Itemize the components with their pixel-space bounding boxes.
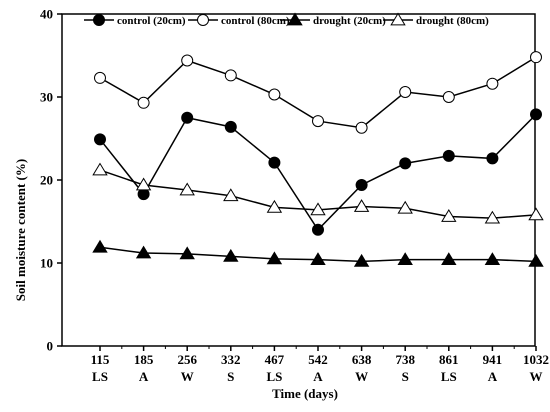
legend-item-2: control (80cm)	[188, 14, 290, 27]
x-tick-label: 115	[91, 352, 110, 367]
x-season-label: S	[402, 369, 409, 384]
data-point	[223, 188, 239, 202]
data-point	[310, 252, 326, 266]
data-point	[312, 115, 324, 128]
legend-item-1: control (20cm)	[84, 14, 186, 27]
data-point	[92, 239, 108, 253]
legend-marker	[93, 14, 105, 26]
data-point	[353, 253, 370, 267]
x-axis-label: Time (days)	[272, 386, 338, 401]
y-axis-label: Soil moisture content (%)	[13, 159, 28, 301]
data-point	[266, 251, 283, 265]
data-point	[353, 199, 370, 212]
series-4	[92, 162, 544, 224]
data-point	[397, 252, 413, 266]
data-point	[135, 177, 152, 191]
x-tick-label: 1032	[523, 352, 549, 367]
x-tick-label: 941	[483, 352, 503, 367]
x-season-label: LS	[266, 369, 282, 384]
data-point	[441, 252, 457, 266]
x-tick-label: 542	[308, 352, 328, 367]
legend-label: drought (20cm)	[313, 15, 386, 27]
data-point	[528, 253, 544, 267]
data-point	[179, 182, 195, 196]
data-point	[441, 209, 457, 222]
data-point	[94, 71, 106, 84]
data-point	[310, 202, 326, 216]
data-point	[94, 133, 106, 146]
data-point	[312, 223, 324, 236]
data-point	[224, 120, 237, 133]
data-point	[268, 156, 281, 169]
data-point	[397, 200, 413, 214]
legend-marker	[287, 12, 303, 26]
data-point	[486, 77, 499, 90]
series-layer	[92, 51, 544, 267]
axes: 0 10 20 30 40 115 LS 185 A 256 W 332 S 467 LS 542 A 638 W 7…	[40, 7, 549, 385]
data-point	[442, 91, 455, 103]
data-point	[399, 86, 412, 99]
legend-item-4: drought (80cm)	[383, 12, 489, 27]
legend-marker	[390, 12, 406, 26]
data-point	[181, 54, 194, 67]
data-point	[223, 248, 239, 262]
data-point	[179, 246, 195, 260]
data-point	[137, 96, 150, 109]
y-tick-label: 40	[40, 7, 53, 22]
y-tick-label: 0	[47, 339, 54, 354]
legend-item-3: drought (20cm)	[280, 12, 386, 27]
x-tick-label: 185	[134, 352, 154, 367]
x-tick-label: 738	[395, 352, 415, 367]
legend-label: control (80cm)	[221, 15, 290, 27]
data-point	[442, 149, 455, 162]
x-tick-label: 638	[352, 352, 372, 367]
data-point	[530, 51, 542, 64]
data-point	[355, 178, 368, 191]
data-point	[355, 121, 368, 134]
x-season-label: W	[355, 369, 368, 384]
data-point	[181, 111, 194, 124]
x-season-label: W	[530, 369, 543, 384]
y-tick-label: 30	[40, 90, 53, 105]
legend-label: drought (80cm)	[416, 15, 489, 27]
x-tick-label: 256	[177, 352, 197, 367]
x-tick-label: 861	[439, 352, 459, 367]
data-point	[135, 245, 152, 259]
x-tick-label: 332	[221, 352, 241, 367]
data-point	[486, 152, 499, 165]
x-season-label: S	[227, 369, 234, 384]
x-season-label: LS	[441, 369, 457, 384]
series-2	[94, 51, 542, 134]
x-season-label: W	[181, 369, 194, 384]
data-point	[224, 69, 237, 82]
y-tick-label: 10	[40, 256, 53, 271]
data-point	[528, 207, 544, 221]
x-season-label: A	[488, 369, 498, 384]
data-point	[484, 210, 501, 224]
data-point	[92, 162, 108, 176]
data-point	[484, 252, 501, 266]
series-1	[94, 108, 542, 236]
data-point	[399, 157, 412, 170]
y-tick-label: 20	[40, 173, 53, 188]
legend: control (20cm) control (80cm) drought (20c…	[84, 12, 489, 27]
legend-marker	[197, 14, 209, 26]
series-3	[92, 239, 544, 267]
x-season-label: A	[313, 369, 323, 384]
legend-label: control (20cm)	[117, 15, 186, 27]
data-point	[268, 88, 281, 101]
x-season-label: LS	[92, 369, 108, 384]
x-season-label: A	[139, 369, 149, 384]
data-point	[266, 199, 283, 213]
x-tick-label: 467	[265, 352, 285, 367]
data-point	[530, 108, 542, 121]
